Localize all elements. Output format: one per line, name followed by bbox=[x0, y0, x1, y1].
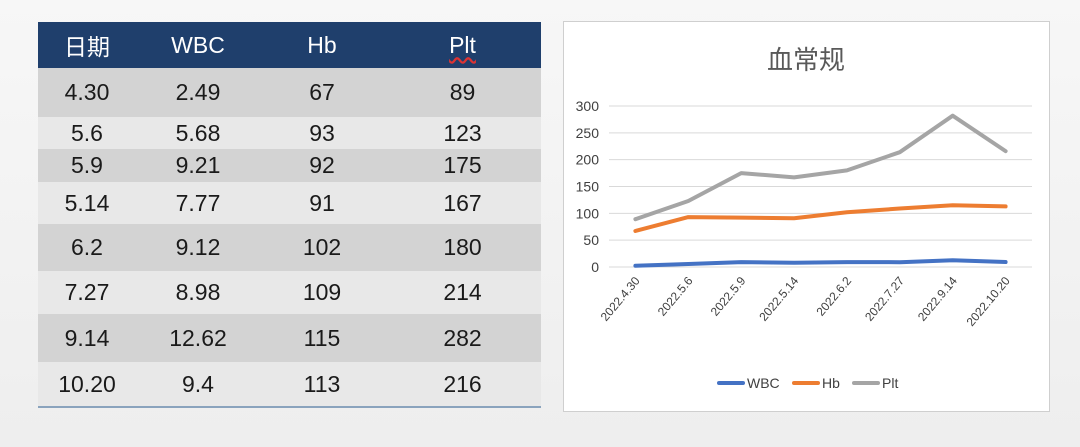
cell-hb: 91 bbox=[309, 189, 335, 216]
cell-plt: 216 bbox=[443, 370, 482, 397]
cell-date: 5.6 bbox=[71, 119, 103, 146]
cell-hb: 67 bbox=[309, 79, 335, 105]
y-tick-label: 0 bbox=[591, 259, 599, 275]
x-tick-label: 2022.9.14 bbox=[915, 274, 960, 324]
cell-hb: 102 bbox=[302, 234, 342, 260]
table-row: 7.27 8.98 109 214 bbox=[38, 271, 541, 314]
cell-hb: 115 bbox=[303, 324, 341, 351]
chart-card: 血常规 0 50 100 150 200 250 300 2022.4.30 2022.5.6 20… bbox=[563, 21, 1050, 412]
cell-wbc: 9.4 bbox=[182, 370, 214, 397]
cell-wbc: 9.12 bbox=[175, 234, 221, 260]
cell-plt: 167 bbox=[443, 189, 482, 216]
cell-plt: 123 bbox=[443, 119, 482, 146]
legend-label-wbc: WBC bbox=[747, 375, 780, 391]
cell-plt: 89 bbox=[449, 79, 476, 105]
cell-plt: 214 bbox=[443, 279, 482, 305]
x-tick-label: 2022.5.9 bbox=[708, 274, 749, 319]
y-tick-label: 300 bbox=[576, 98, 600, 114]
table-row: 4.30 2.49 67 89 bbox=[38, 68, 541, 117]
cell-date: 5.14 bbox=[64, 189, 110, 216]
line-chart: 血常规 0 50 100 150 200 250 300 2022.4.30 2022.5.6 20… bbox=[576, 46, 1032, 391]
cell-wbc: 12.62 bbox=[169, 324, 227, 351]
chart-title: 血常规 bbox=[767, 46, 845, 76]
cell-hb: 109 bbox=[302, 279, 342, 305]
x-tick-label: 2022.5.14 bbox=[756, 274, 801, 324]
table-row: 5.9 9.21 92 175 bbox=[38, 149, 541, 182]
cell-date: 10.20 bbox=[58, 370, 116, 397]
legend-label-hb: Hb bbox=[822, 375, 840, 391]
cell-wbc: 5.68 bbox=[175, 119, 221, 146]
y-tick-label: 250 bbox=[576, 125, 600, 141]
cell-hb: 113 bbox=[303, 370, 341, 397]
cell-wbc: 9.21 bbox=[175, 152, 221, 178]
cell-date: 4.30 bbox=[64, 79, 110, 105]
cell-date: 6.2 bbox=[71, 234, 103, 260]
cell-wbc: 8.98 bbox=[175, 279, 221, 305]
blood-data-table: 日期 WBC Hb Plt 4.30 2.49 67 89 5.6 5.68 93 123 5.… bbox=[38, 22, 541, 408]
x-tick-label: 2022.4.30 bbox=[598, 274, 643, 324]
header-date: 日期 bbox=[64, 34, 110, 60]
cell-wbc: 7.77 bbox=[175, 189, 221, 216]
series-line-plt bbox=[633, 113, 1008, 222]
header-plt-label: Plt bbox=[449, 31, 476, 58]
cell-date: 7.27 bbox=[64, 279, 110, 305]
table-row: 5.14 7.77 91 167 bbox=[38, 182, 541, 224]
table-header-row: 日期 WBC Hb Plt bbox=[38, 22, 541, 68]
table-row: 6.2 9.12 102 180 bbox=[38, 224, 541, 271]
cell-wbc: 2.49 bbox=[175, 79, 221, 105]
table-row: 9.14 12.62 115 282 bbox=[38, 314, 541, 362]
x-tick-label: 2022.5.6 bbox=[655, 274, 696, 319]
y-tick-label: 200 bbox=[576, 152, 600, 168]
x-tick-label: 2022.10.20 bbox=[964, 274, 1014, 329]
table-row: 10.20 9.4 113 216 bbox=[38, 362, 541, 406]
y-tick-label: 100 bbox=[576, 205, 600, 221]
table-row: 5.6 5.68 93 123 bbox=[38, 117, 541, 149]
cell-hb: 92 bbox=[309, 152, 335, 178]
header-plt: Plt bbox=[384, 22, 541, 68]
cell-plt: 175 bbox=[443, 152, 482, 178]
cell-plt: 282 bbox=[443, 324, 482, 351]
cell-date: 5.9 bbox=[71, 152, 103, 178]
header-wbc: WBC bbox=[171, 31, 225, 58]
y-tick-label: 150 bbox=[576, 179, 600, 195]
header-hb: Hb bbox=[307, 31, 337, 58]
x-tick-label: 2022.6.2 bbox=[813, 274, 854, 319]
cell-date: 9.14 bbox=[64, 324, 110, 351]
series-line-hb bbox=[633, 203, 1008, 233]
legend-label-plt: Plt bbox=[882, 375, 898, 391]
series-line-wbc bbox=[633, 258, 1008, 268]
x-tick-label: 2022.7.27 bbox=[862, 274, 907, 324]
cell-hb: 93 bbox=[309, 119, 335, 146]
cell-plt: 180 bbox=[443, 234, 482, 260]
y-tick-label: 50 bbox=[583, 232, 599, 248]
